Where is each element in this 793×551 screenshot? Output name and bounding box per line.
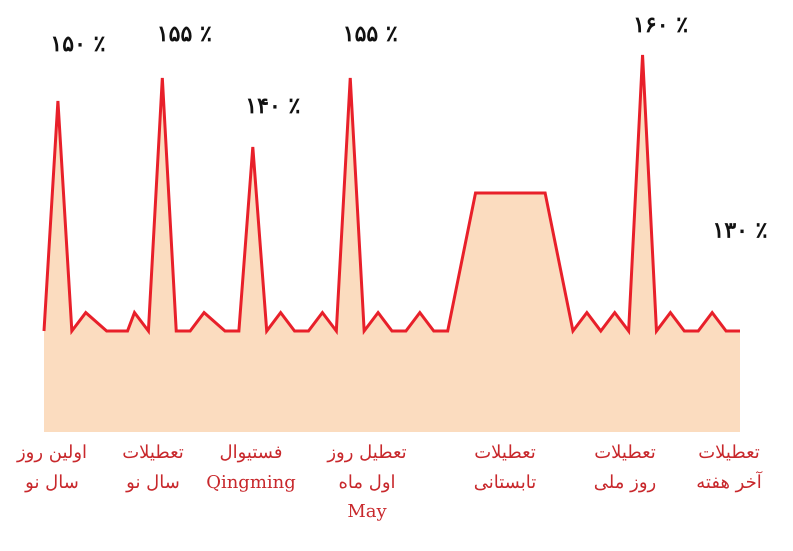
category-label-line: تعطیل روز <box>326 442 406 463</box>
category-label-line: تابستانی <box>474 472 537 493</box>
category-label-line: اولین روز <box>16 442 87 463</box>
category-label-line: آخر هفته <box>696 471 762 493</box>
line-layer <box>42 54 740 336</box>
peak-label: ١۶٠ ٪ <box>633 12 688 38</box>
category-label-line: سال نو <box>24 472 79 493</box>
category-label-new-year-holidays: تعطیلات سال نو <box>122 442 184 493</box>
peak-label: ١٣٠ ٪ <box>713 218 768 244</box>
category-label-line: تعطیلات <box>122 442 184 463</box>
category-label-line: Qingming <box>206 472 296 493</box>
category-label-line: سال نو <box>125 472 180 493</box>
category-label-line: روز ملی <box>594 472 656 493</box>
peak-label: ١۵۵ ٪ <box>157 21 212 47</box>
category-label-national-day-holidays: تعطیلات روز ملی <box>594 442 656 493</box>
category-label-line: تعطیلات <box>474 442 536 463</box>
area-fill <box>44 55 740 432</box>
category-label-may-day-holiday: تعطیل روز اول ماه May <box>326 442 406 522</box>
category-label-line: فستیوال <box>220 442 283 463</box>
series-line <box>42 54 740 336</box>
category-label-line: اول ماه <box>338 472 395 493</box>
category-label-weekend-holidays: تعطیلات آخر هفته <box>696 442 762 493</box>
category-label-qingming-festival: فستیوال Qingming <box>206 442 296 493</box>
peak-labels: ١۵٠ ٪ ١۵۵ ٪ ١۴٠ ٪ ١۵۵ ٪ ١۶٠ ٪ ١٣٠ ٪ <box>50 12 767 244</box>
category-label-line: May <box>347 501 387 522</box>
area-layer <box>44 55 740 432</box>
category-label-line: تعطیلات <box>594 442 656 463</box>
category-label-line: تعطیلات <box>698 442 760 463</box>
peak-label: ١۵٠ ٪ <box>50 31 105 57</box>
peak-label: ١۴٠ ٪ <box>245 93 300 119</box>
category-label-first-day-new-year: اولین روز سال نو <box>16 442 87 493</box>
category-label-summer-holidays: تعطیلات تابستانی <box>474 442 537 493</box>
category-labels: اولین روز سال نو تعطیلات سال نو فستیوال Qingm… <box>16 442 763 522</box>
peak-label: ١۵۵ ٪ <box>343 21 398 47</box>
